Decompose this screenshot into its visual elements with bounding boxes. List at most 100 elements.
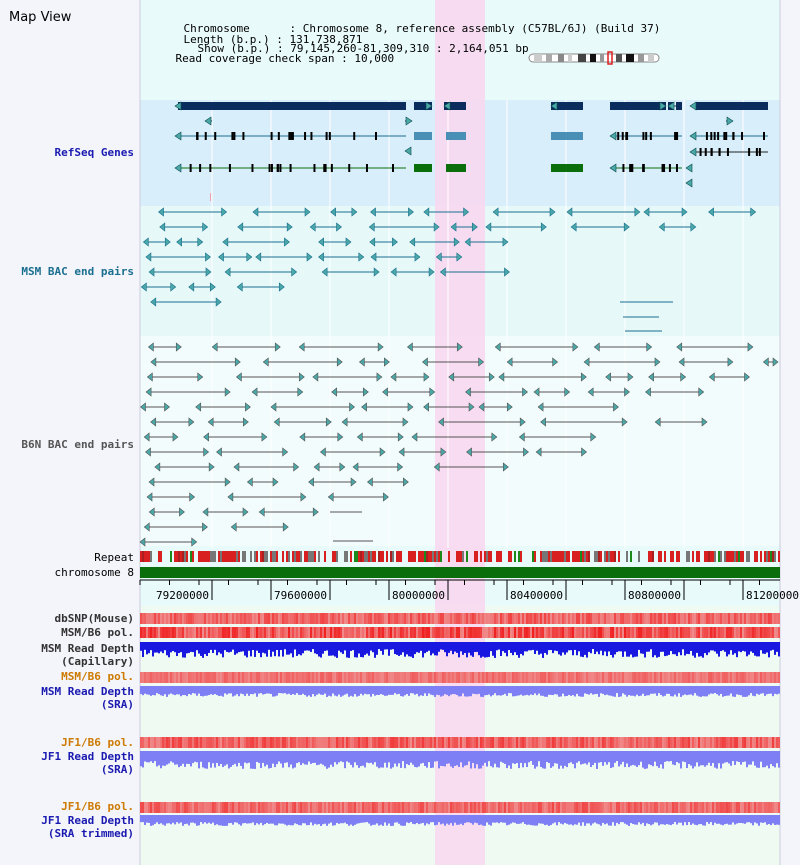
depth-bar <box>296 686 298 694</box>
track-label-jf1-b6-pol[interactable]: JF1/B6 pol. <box>61 736 134 749</box>
depth-bar <box>650 751 652 766</box>
bac-end-marker <box>433 222 440 232</box>
heat-cell <box>626 613 628 624</box>
heat-cell <box>614 802 616 813</box>
gene-exon <box>414 132 432 140</box>
depth-bar <box>518 686 520 696</box>
heat-cell <box>460 737 462 748</box>
depth-bar <box>640 751 642 762</box>
depth-bar <box>364 642 366 655</box>
heat-cell <box>504 737 506 748</box>
heat-cell <box>740 627 742 638</box>
heat-cell <box>654 802 656 813</box>
heat-cell <box>272 627 274 638</box>
bac-end-marker <box>435 252 442 262</box>
track-label-jf1-b6-pol-2[interactable]: JF1/B6 pol. <box>61 800 134 813</box>
depth-bar <box>722 815 724 826</box>
depth-bar <box>452 815 454 826</box>
heat-cell <box>746 627 748 638</box>
heat-cell <box>638 627 640 638</box>
depth-bar <box>320 686 322 695</box>
heat-cell <box>630 613 632 624</box>
heat-cell <box>232 737 234 748</box>
track-label-refseq-genes[interactable]: RefSeq Genes <box>54 146 134 159</box>
heat-cell <box>484 672 486 683</box>
repeat-feature <box>358 551 360 562</box>
heat-cell <box>192 737 194 748</box>
heat-cell <box>714 802 716 813</box>
heat-cell <box>410 627 412 638</box>
heat-cell <box>340 672 342 683</box>
heat-cell <box>640 672 642 683</box>
heat-cell <box>140 613 142 624</box>
track-label-chromosome[interactable]: chromosome 8 <box>54 566 134 579</box>
depth-bar <box>678 642 680 653</box>
depth-bar <box>308 815 310 825</box>
depth-bar <box>638 751 640 766</box>
heat-cell <box>240 802 242 813</box>
heat-cell <box>212 613 214 624</box>
heat-cell <box>212 802 214 813</box>
heat-cell <box>408 672 410 683</box>
track-label-dbsnp[interactable]: dbSNP(Mouse) <box>54 612 134 625</box>
track-label-repeat[interactable]: Repeat <box>94 551 134 564</box>
gene-exon <box>374 132 377 140</box>
depth-bar <box>778 642 780 657</box>
track-label-msm-depth-capillary[interactable]: MSM Read Depth (Capillary) <box>41 643 134 667</box>
repeat-feature <box>150 551 152 562</box>
jf1-depth-sra-line1: JF1 Read Depth <box>41 750 134 763</box>
heat-cell <box>516 802 518 813</box>
heat-cell <box>210 802 212 813</box>
depth-bar <box>272 751 274 764</box>
track-label-b6n-bac[interactable]: B6N BAC end pairs <box>21 438 134 451</box>
heat-cell <box>684 613 686 624</box>
heat-cell <box>174 613 176 624</box>
depth-bar <box>428 751 430 763</box>
depth-bar <box>448 686 450 697</box>
heat-cell <box>394 672 396 683</box>
depth-bar <box>406 751 408 765</box>
repeat-feature <box>160 551 162 562</box>
depth-bar <box>424 686 426 694</box>
track-label-msm-b6-pol[interactable]: MSM/B6 pol. <box>61 626 134 639</box>
heat-cell <box>586 672 588 683</box>
heat-cell <box>766 802 768 813</box>
depth-bar <box>728 815 730 825</box>
track-label-msm-depth-sra[interactable]: MSM Read Depth (SRA) <box>41 686 134 710</box>
bac-end-marker <box>189 492 196 502</box>
heat-cell <box>450 613 452 624</box>
selected-region-highlight[interactable] <box>435 0 485 865</box>
heat-cell <box>490 802 492 813</box>
heat-cell <box>502 672 504 683</box>
depth-bar <box>268 815 270 824</box>
depth-bar <box>454 686 456 695</box>
heat-cell <box>458 613 460 624</box>
heat-cell <box>422 802 424 813</box>
heat-cell <box>370 672 372 683</box>
depth-bar <box>692 751 694 769</box>
bac-end-marker <box>176 237 182 247</box>
heat-cell <box>720 672 722 683</box>
depth-bar <box>520 751 522 763</box>
depth-bar <box>278 642 280 657</box>
heat-cell <box>672 737 674 748</box>
heat-cell <box>742 737 744 748</box>
heat-cell <box>468 737 470 748</box>
bac-end-marker <box>648 372 654 382</box>
track-label-jf1-depth-sra[interactable]: JF1 Read Depth (SRA) <box>41 751 134 775</box>
repeat-feature <box>228 551 230 562</box>
heat-cell <box>374 802 376 813</box>
heat-cell <box>168 802 170 813</box>
heat-cell <box>426 672 428 683</box>
heat-cell <box>778 672 780 683</box>
chromosome-ideogram[interactable] <box>528 51 662 65</box>
track-label-jf1-depth-trimmed[interactable]: JF1 Read Depth (SRA trimmed) <box>41 815 134 839</box>
heat-cell <box>318 627 320 638</box>
heat-cell <box>626 802 628 813</box>
depth-bar <box>690 751 692 766</box>
heat-cell <box>204 613 206 624</box>
track-label-msm-bac[interactable]: MSM BAC end pairs <box>21 265 134 278</box>
track-label-msm-b6-pol-2[interactable]: MSM/B6 pol. <box>61 670 134 683</box>
heat-cell <box>560 737 562 748</box>
